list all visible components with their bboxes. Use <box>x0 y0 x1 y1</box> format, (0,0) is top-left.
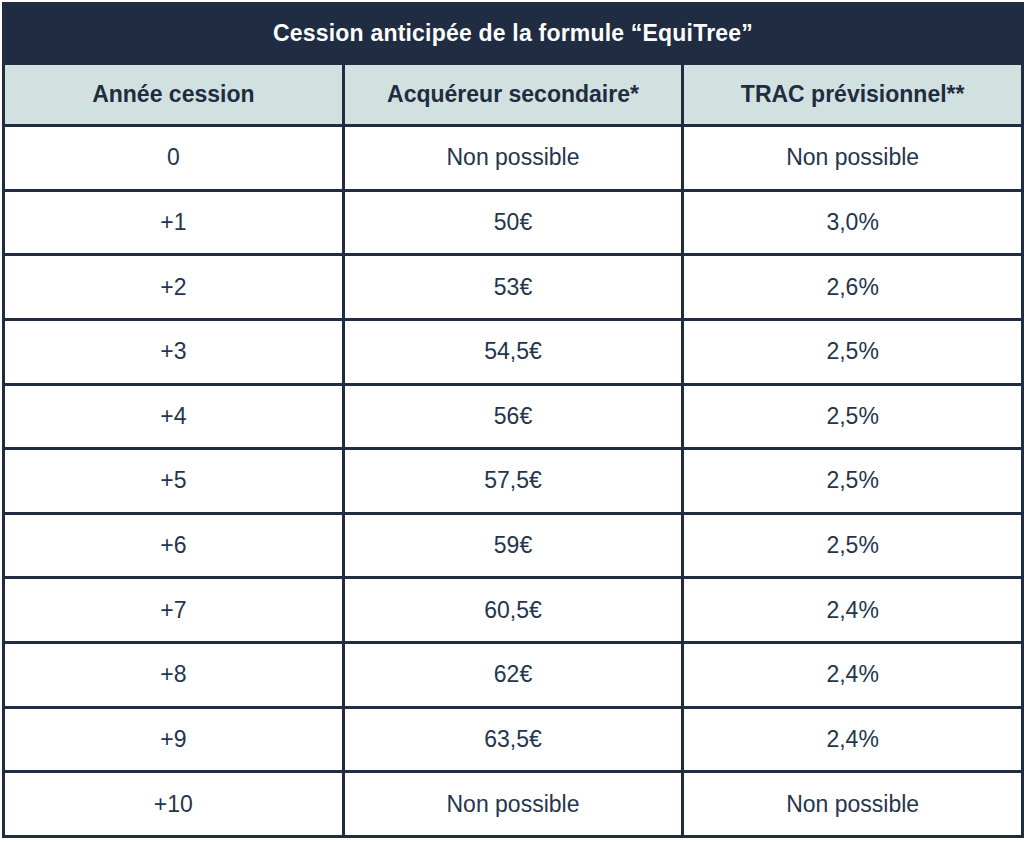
table-cell-price: 53€ <box>345 256 682 318</box>
table-cell-trac: Non possible <box>684 773 1021 835</box>
table-cell-price: 54,5€ <box>345 321 682 383</box>
table-cell-price: 63,5€ <box>345 709 682 771</box>
table-cell-year: +6 <box>5 515 342 577</box>
table-cell-year: +10 <box>5 773 342 835</box>
table-cell-trac: 2,6% <box>684 256 1021 318</box>
table-cell-year: +2 <box>5 256 342 318</box>
table-cell-trac: 2,4% <box>684 579 1021 641</box>
table-cell-year: +3 <box>5 321 342 383</box>
table-cell-price: 60,5€ <box>345 579 682 641</box>
table-cell-year: +9 <box>5 709 342 771</box>
table-cell-price: 59€ <box>345 515 682 577</box>
table-cell-year: +4 <box>5 386 342 448</box>
table-cell-trac: 3,0% <box>684 192 1021 254</box>
table-cell-year: +7 <box>5 579 342 641</box>
table-cell-trac: 2,4% <box>684 709 1021 771</box>
table-cell-price: 62€ <box>345 644 682 706</box>
table-cell-price: Non possible <box>345 127 682 189</box>
table-cell-year: +1 <box>5 192 342 254</box>
column-header-trac-previsionnel: TRAC prévisionnel** <box>684 65 1021 124</box>
equitree-cession-table: Cession anticipée de la formule “EquiTre… <box>2 2 1024 838</box>
table-cell-trac: 2,4% <box>684 644 1021 706</box>
table-cell-trac: Non possible <box>684 127 1021 189</box>
table-cell-year: +8 <box>5 644 342 706</box>
table-cell-trac: 2,5% <box>684 386 1021 448</box>
column-header-acquereur-secondaire: Acquéreur secondaire* <box>345 65 682 124</box>
column-header-annee-cession: Année cession <box>5 65 342 124</box>
table-cell-trac: 2,5% <box>684 515 1021 577</box>
table-cell-price: 50€ <box>345 192 682 254</box>
table-cell-year: 0 <box>5 127 342 189</box>
table-title: Cession anticipée de la formule “EquiTre… <box>5 5 1021 62</box>
table-cell-price: Non possible <box>345 773 682 835</box>
table-cell-trac: 2,5% <box>684 321 1021 383</box>
table-cell-price: 57,5€ <box>345 450 682 512</box>
table-cell-trac: 2,5% <box>684 450 1021 512</box>
table-cell-year: +5 <box>5 450 342 512</box>
table-cell-price: 56€ <box>345 386 682 448</box>
